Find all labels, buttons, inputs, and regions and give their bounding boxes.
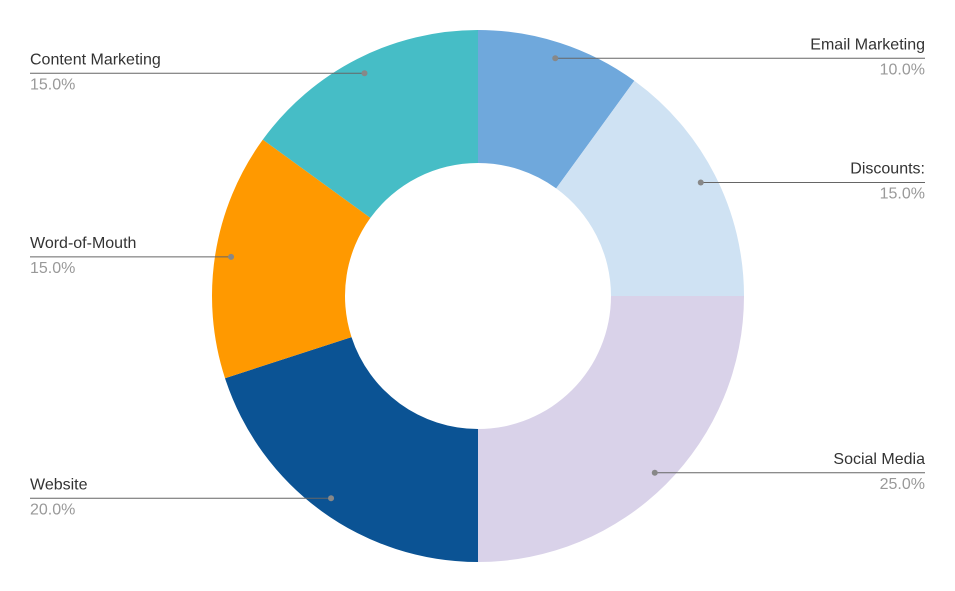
slice	[212, 139, 371, 379]
slice	[556, 80, 744, 296]
slice-value-label: 15.0%	[880, 186, 925, 203]
slice	[225, 337, 478, 562]
leader-dot	[361, 70, 368, 77]
slice-label: Discounts:	[850, 161, 925, 178]
slice	[478, 296, 744, 562]
slice	[478, 30, 635, 189]
slice-value-label: 10.0%	[880, 61, 925, 78]
slice-label: Website	[30, 476, 88, 493]
slice-value-label: 25.0%	[880, 476, 925, 493]
slice-label: Email Marketing	[810, 36, 925, 53]
leader-dot	[651, 469, 658, 476]
slice-label: Word-of-Mouth	[30, 235, 136, 252]
leader-dot	[228, 253, 235, 260]
leader-dot	[697, 179, 704, 186]
slice	[262, 30, 478, 218]
slice-value-label: 20.0%	[30, 501, 75, 518]
slice-label: Social Media	[833, 451, 925, 468]
leader-dot	[552, 55, 559, 62]
slice-label: Content Marketing	[30, 51, 161, 68]
slice-value-label: 15.0%	[30, 260, 75, 277]
slice-value-label: 15.0%	[30, 76, 75, 93]
leader-dot	[328, 495, 335, 502]
